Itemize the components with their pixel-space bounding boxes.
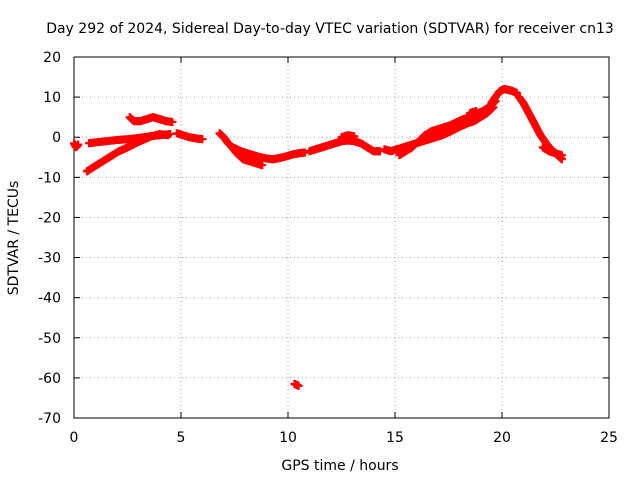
series-s1: [70, 139, 83, 152]
y-tick-label: -60: [38, 371, 61, 387]
data-point: [512, 89, 521, 98]
y-tick-label: -30: [38, 251, 61, 267]
y-tick-label: 10: [43, 90, 61, 106]
y-tick-label: 20: [43, 50, 61, 66]
grid: [74, 57, 609, 418]
y-tick-label: 0: [52, 130, 61, 146]
y-tick-label: -40: [38, 291, 61, 307]
series-s9: [337, 131, 359, 142]
series-s5: [172, 129, 207, 144]
data-point: [164, 131, 173, 140]
series-s4: [125, 113, 177, 126]
series-s3: [82, 130, 173, 176]
data-point: [376, 147, 385, 156]
y-tick-label: -50: [38, 331, 61, 347]
y-tick-label: -10: [38, 170, 61, 186]
x-tick-label: 25: [600, 430, 618, 446]
series-s7: [226, 141, 267, 170]
plot-frame: [73, 56, 610, 419]
y-tick-label: -20: [38, 210, 61, 226]
axis-ticks: 0 5 10 15 20 25 20 10 0 -10 -20 -30 -40 -50 -60 -70: [38, 50, 618, 446]
data-points: [70, 85, 566, 390]
y-axis-label: SDTVAR / TECUs: [6, 181, 22, 296]
data-point: [168, 117, 177, 126]
x-tick-label: 15: [386, 430, 404, 446]
data-point: [472, 107, 481, 116]
x-axis-label: GPS time / hours: [281, 458, 398, 474]
series-s13: [487, 85, 521, 108]
series-s16: [290, 379, 303, 390]
x-tick-label: 10: [279, 430, 297, 446]
data-point: [350, 132, 359, 141]
data-point: [74, 140, 83, 149]
chart-title: Day 292 of 2024, Sidereal Day-to-day VTE…: [46, 21, 614, 37]
data-point: [301, 148, 310, 157]
x-tick-label: 0: [70, 430, 79, 446]
series-s15: [538, 143, 566, 160]
data-point: [198, 135, 207, 144]
data-point: [557, 151, 566, 160]
data-point: [294, 381, 303, 390]
series-s11: [395, 97, 500, 160]
series-s12: [465, 107, 481, 118]
x-tick-label: 5: [177, 430, 186, 446]
x-tick-label: 20: [493, 430, 511, 446]
data-point: [258, 161, 267, 170]
series-s8: [305, 136, 385, 156]
y-tick-label: -70: [38, 411, 61, 427]
